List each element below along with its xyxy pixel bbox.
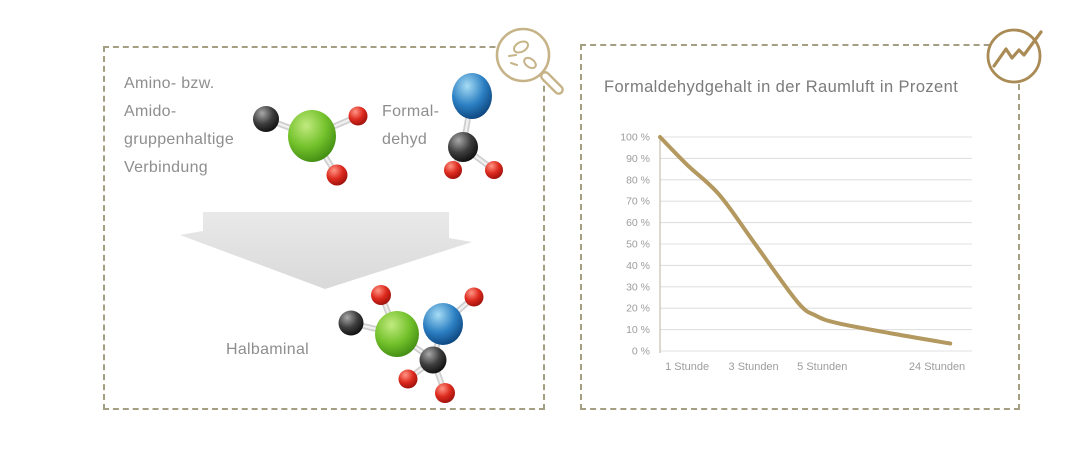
svg-text:70 %: 70 % <box>626 196 650 208</box>
trend-line-chart-icon <box>986 28 1043 84</box>
svg-text:60 %: 60 % <box>626 217 650 229</box>
chart-title: Formaldehydgehalt in der Raumluft in Pro… <box>604 78 959 96</box>
svg-text:80 %: 80 % <box>626 174 650 186</box>
svg-text:0 %: 0 % <box>632 346 650 358</box>
y-axis-labels: 100 % 90 % 80 % 70 % 60 % 50 % 40 % 30 % 20 % 10 … <box>620 132 650 358</box>
formaldehyde-molecule <box>444 73 503 179</box>
svg-text:10 %: 10 % <box>626 324 650 336</box>
magnifier-with-microbes-icon <box>495 27 564 95</box>
formaldehyde-line-chart: 100 % 90 % 80 % 70 % 60 % 50 % 40 % 30 % 20 % 10 … <box>620 132 972 373</box>
reaction-illustration <box>180 73 503 403</box>
svg-text:40 %: 40 % <box>626 260 650 272</box>
reaction-panel: Amino- bzw. Amido- gruppenhaltige Verbin… <box>103 46 545 410</box>
svg-text:90 %: 90 % <box>626 153 650 165</box>
gridlines <box>660 136 972 352</box>
svg-text:100 %: 100 % <box>620 132 650 144</box>
reactant-label: Amino- bzw. Amido- gruppenhaltige Verbin… <box>124 75 235 176</box>
formaldehyde-label: Formal- dehyd <box>382 103 440 148</box>
svg-text:24 Stunden: 24 Stunden <box>909 361 965 373</box>
svg-text:3 Stunden: 3 Stunden <box>729 361 779 373</box>
reaction-arrow-down <box>180 212 472 289</box>
svg-text:1 Stunde: 1 Stunde <box>665 361 709 373</box>
svg-text:30 %: 30 % <box>626 281 650 293</box>
halbaminal-molecule <box>338 285 484 403</box>
svg-text:50 %: 50 % <box>626 239 650 251</box>
amino-compound-molecule <box>253 106 368 186</box>
product-label: Halbaminal <box>226 341 310 358</box>
svg-text:20 %: 20 % <box>626 303 650 315</box>
formaldehyde-decay-line <box>658 135 953 346</box>
chart-panel: Formaldehydgehalt in der Raumluft in Pro… <box>580 44 1020 410</box>
x-axis-labels: 1 Stunde 3 Stunden 5 Stunden 24 Stunden <box>665 361 965 373</box>
svg-text:5 Stunden: 5 Stunden <box>797 361 847 373</box>
